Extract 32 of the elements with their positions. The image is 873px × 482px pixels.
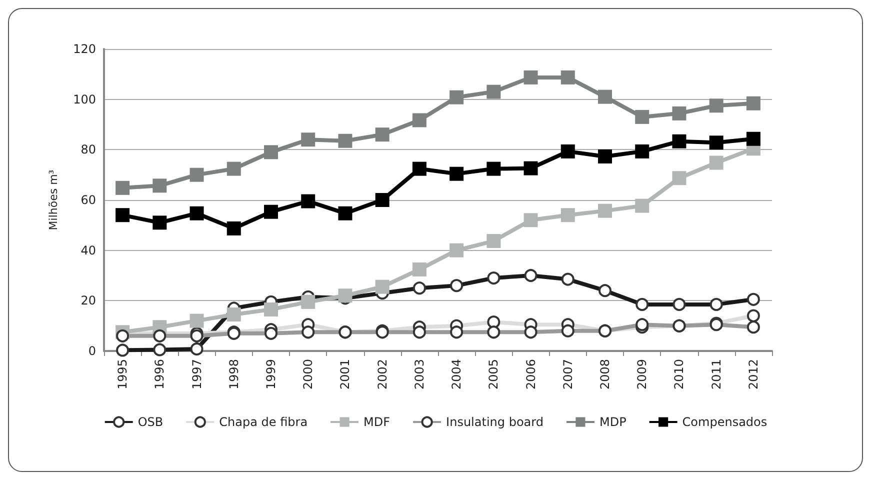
legend-label: Chapa de fibra bbox=[219, 415, 308, 429]
y-tick-label: 0 bbox=[88, 344, 96, 358]
x-tick-label: 2008 bbox=[598, 359, 612, 390]
x-tick-label: 1998 bbox=[226, 359, 241, 390]
legend-label: MDF bbox=[364, 415, 390, 429]
x-tick-label: 1997 bbox=[190, 359, 204, 390]
y-tick-label: 100 bbox=[73, 92, 96, 106]
y-tick-label: 20 bbox=[80, 294, 96, 308]
y-tick-label: 120 bbox=[73, 42, 96, 56]
x-tick-label: 2010 bbox=[672, 359, 686, 390]
x-tick-label: 2004 bbox=[450, 359, 464, 390]
x-tick-label: 2003 bbox=[412, 359, 426, 390]
x-tick-label: 2001 bbox=[338, 359, 352, 390]
x-tick-label: 2002 bbox=[375, 359, 390, 390]
legend-label: MDP bbox=[599, 415, 626, 429]
legend-label: Compensados bbox=[682, 415, 768, 429]
legend-label: OSB bbox=[138, 415, 164, 429]
y-tick-label: 40 bbox=[80, 243, 96, 258]
y-tick-label: 80 bbox=[80, 142, 96, 157]
x-tick-label: 2011 bbox=[709, 359, 724, 390]
x-tick-label: 2005 bbox=[486, 359, 501, 390]
x-tick-label: 2007 bbox=[560, 359, 575, 390]
legend-label: Insulating board bbox=[446, 415, 544, 429]
y-tick-label: 60 bbox=[80, 193, 96, 207]
x-tick-label: 2006 bbox=[524, 359, 538, 390]
x-tick-label: 2000 bbox=[301, 359, 316, 390]
y-axis-title: Milhões m³ bbox=[47, 170, 60, 230]
x-tick-label: 1999 bbox=[264, 359, 278, 390]
x-tick-label: 1996 bbox=[152, 359, 167, 390]
x-tick-label: 2012 bbox=[746, 359, 760, 390]
x-tick-label: 1995 bbox=[116, 359, 130, 390]
x-tick-label: 2009 bbox=[635, 359, 650, 390]
